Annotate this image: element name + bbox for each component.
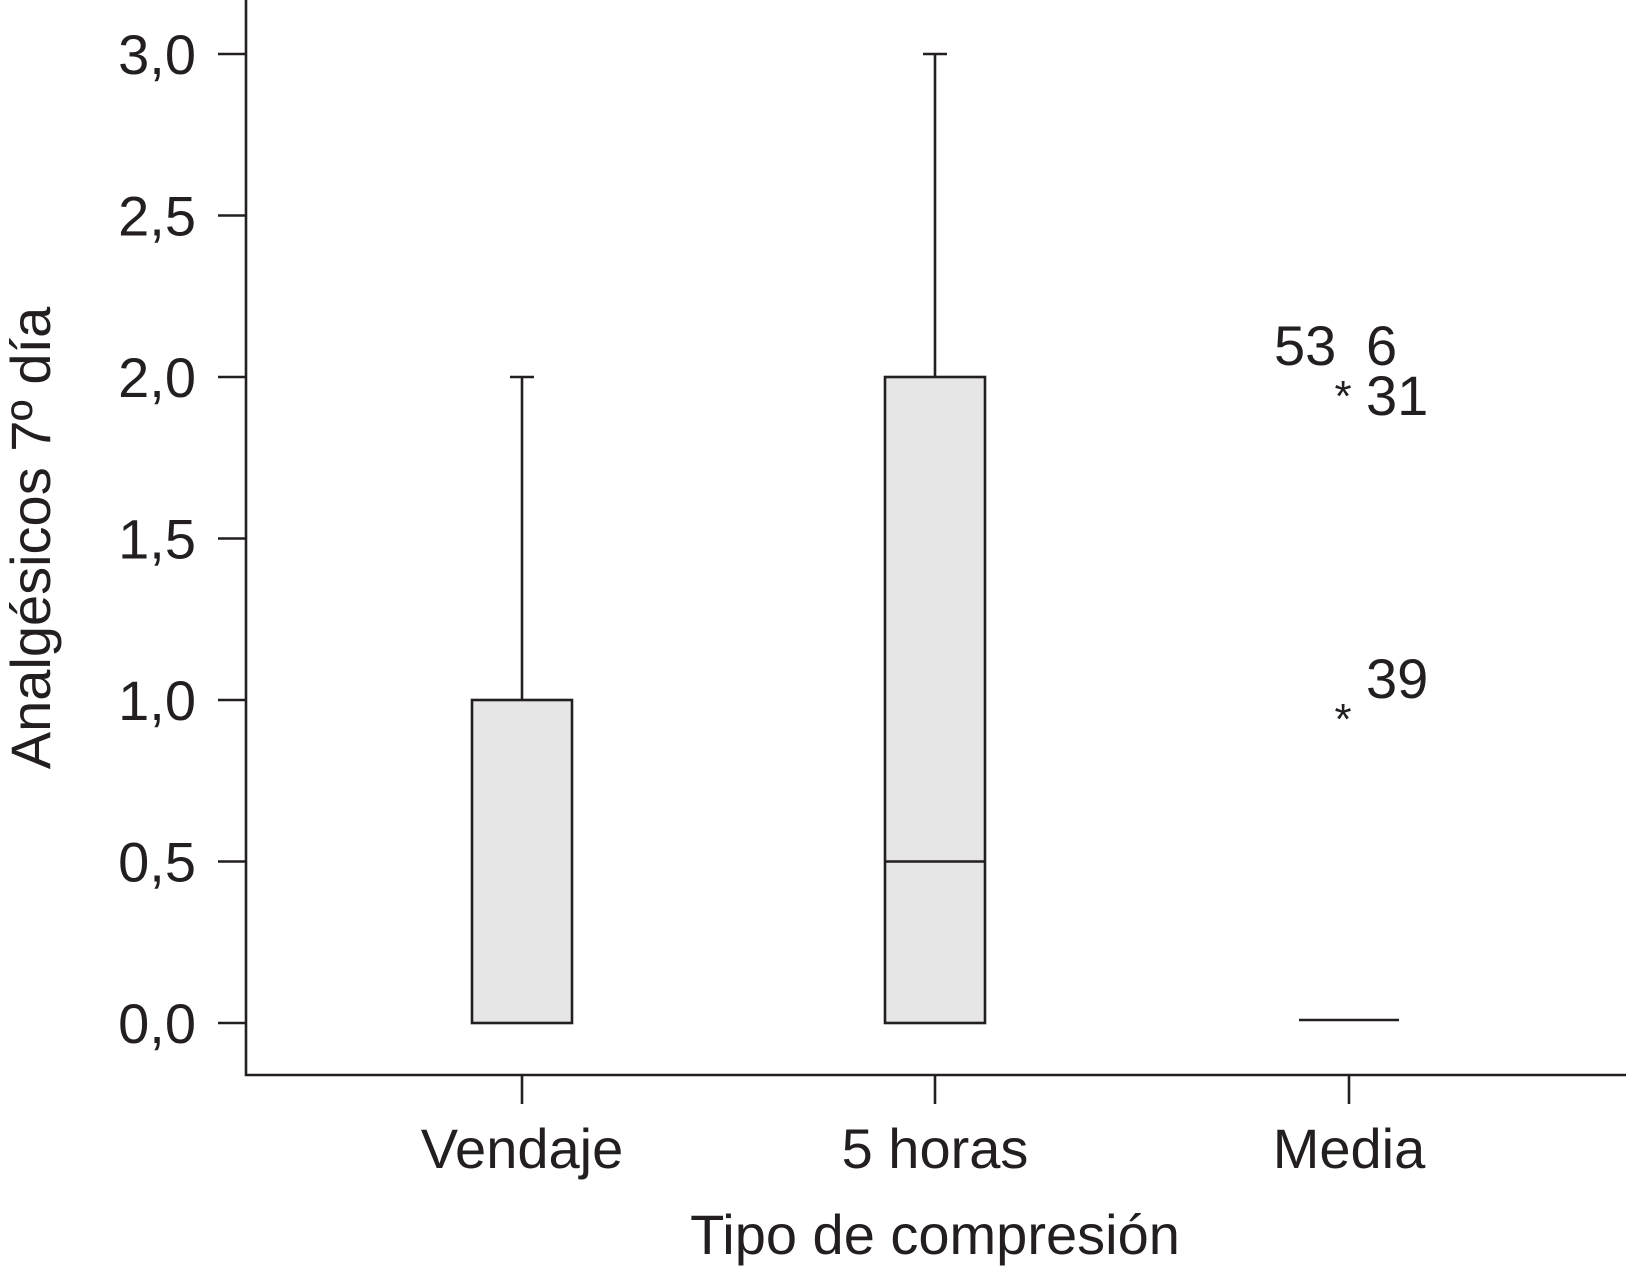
x-axis-title: Tipo de compresión <box>690 1203 1180 1266</box>
outlier-label: 53 <box>1274 314 1336 377</box>
outlier-1: *53 631 <box>1274 314 1428 427</box>
axis-frame <box>244 0 1626 1077</box>
outliers: *53 631*39 <box>1274 314 1428 744</box>
y-axis-ticks: 0,0 0,5 1,0 1,5 2,0 2,5 3,0 <box>118 23 246 1055</box>
outlier-label: 6 <box>1366 314 1397 377</box>
box-body <box>883 375 987 1025</box>
y-tick-label: 0,0 <box>118 992 196 1055</box>
y-tick-label: 3,0 <box>118 23 196 86</box>
outlier-2: * 39 <box>1334 647 1428 744</box>
box-2 <box>883 52 987 1025</box>
y-tick-label: 1,0 <box>118 669 196 732</box>
axes <box>244 0 1626 1077</box>
x-axis-ticks: Vendaje 5 horas Media <box>421 1075 1426 1180</box>
y-tick-label: 0,5 <box>118 831 196 894</box>
box-1 <box>470 375 574 1025</box>
x-tick-label: Vendaje <box>421 1117 623 1180</box>
y-axis-title: Analgésicos 7º día <box>0 306 62 769</box>
boxes <box>470 52 1399 1025</box>
y-tick-label: 2,5 <box>118 185 196 248</box>
y-tick-label: 1,5 <box>118 508 196 571</box>
x-tick-label: 5 horas <box>842 1117 1029 1180</box>
box-body <box>470 698 574 1025</box>
outlier-marker: * <box>1334 372 1351 421</box>
y-tick-label: 2,0 <box>118 346 196 409</box>
outlier-marker: * <box>1334 695 1351 744</box>
outlier-label: 39 <box>1366 647 1428 710</box>
outlier-label: 31 <box>1366 364 1428 427</box>
x-tick-label: Media <box>1273 1117 1426 1180</box>
